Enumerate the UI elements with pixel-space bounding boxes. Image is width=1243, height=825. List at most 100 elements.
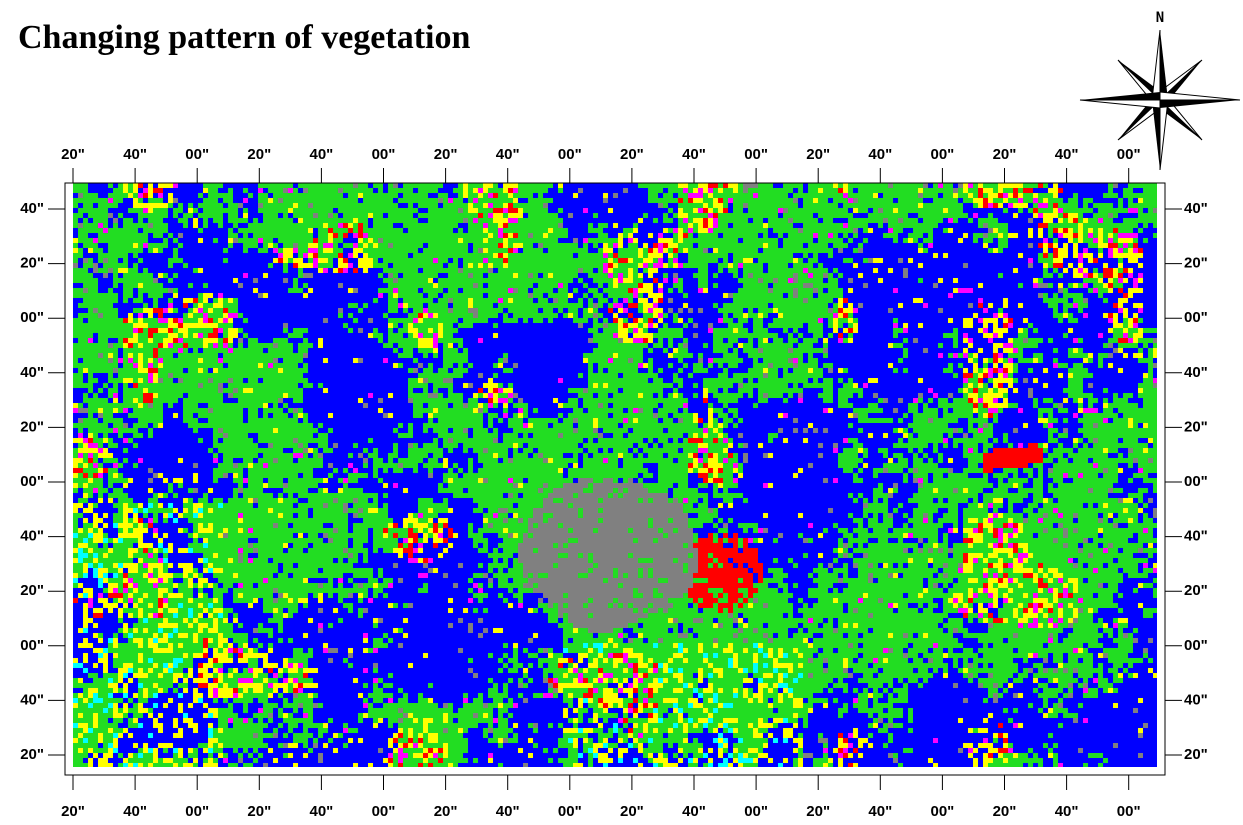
raster-cell [448,343,453,348]
raster-cell [73,378,83,383]
raster-cell [698,383,703,388]
raster-cell [163,363,223,368]
raster-cell [683,418,693,423]
raster-cell [703,418,708,423]
raster-cell [483,188,488,193]
raster-cell [1063,293,1083,298]
raster-cell [153,188,163,193]
raster-cell [1078,403,1083,408]
raster-cell [1028,328,1033,333]
raster-cell [818,338,823,343]
raster-cell [953,373,958,378]
raster-cell [1098,248,1103,253]
raster-cell [568,228,588,233]
raster-cell [203,383,218,388]
raster-cell [808,353,813,358]
raster-cell [723,208,728,213]
raster-cell [968,428,978,433]
raster-cell [213,368,218,373]
raster-cell [263,378,308,383]
raster-cell [848,278,853,283]
raster-cell [698,458,703,463]
raster-cell [878,403,908,408]
raster-cell [268,403,273,408]
raster-cell [858,323,893,328]
raster-cell [283,368,308,373]
raster-cell [713,413,718,418]
raster-cell [1148,368,1153,373]
raster-cell [1103,313,1108,318]
raster-cell [148,373,153,378]
raster-cell [548,248,588,253]
raster-cell [1093,463,1098,468]
raster-cell [933,398,938,403]
raster-cell [878,193,883,198]
raster-cell [1043,213,1058,218]
raster-cell [328,358,353,363]
raster-cell [753,308,758,313]
raster-cell [928,348,963,353]
raster-cell [993,413,998,418]
raster-cell [1048,228,1053,233]
raster-cell [458,268,463,273]
raster-cell [488,398,493,403]
raster-cell [648,298,653,303]
raster-cell [873,268,878,273]
raster-cell [923,188,953,193]
raster-cell [378,453,388,458]
raster-cell [933,228,943,233]
raster-cell [613,223,618,228]
raster-cell [368,223,373,228]
raster-cell [693,218,703,223]
raster-cell [108,448,123,453]
raster-cell [133,218,138,223]
raster-cell [848,328,853,333]
raster-cell [528,198,553,203]
raster-cell [143,188,148,193]
raster-cell [448,273,468,278]
raster-cell [858,243,863,248]
raster-cell [253,288,258,293]
raster-cell [248,208,258,213]
raster-cell [893,228,903,233]
raster-cell [258,408,263,413]
raster-cell [183,203,188,208]
raster-cell [463,263,468,268]
raster-cell [488,423,493,428]
raster-cell [508,313,513,318]
raster-cell [148,248,153,253]
raster-cell [93,308,98,313]
raster-cell [1053,228,1058,233]
raster-cell [353,223,358,228]
raster-cell [703,218,708,223]
raster-cell [858,418,893,423]
raster-cell [463,288,508,293]
raster-cell [968,338,973,343]
raster-cell [1033,328,1038,333]
raster-cell [88,188,113,193]
raster-cell [1103,363,1108,368]
raster-cell [813,378,818,383]
raster-cell [498,373,578,378]
raster-cell [88,218,93,223]
raster-cell [578,398,583,403]
raster-cell [863,393,873,398]
raster-cell [733,208,743,213]
raster-cell [78,463,83,468]
raster-cell [993,443,1008,448]
raster-cell [243,243,258,248]
raster-cell [393,183,398,188]
raster-cell [293,328,308,333]
raster-cell [153,303,158,308]
raster-cell [593,438,598,443]
raster-cell [1058,303,1063,308]
raster-cell [1053,293,1058,298]
raster-cell [1008,193,1013,198]
raster-cell [348,253,353,258]
raster-cell [1128,463,1133,468]
raster-cell [488,263,493,268]
raster-cell [788,338,798,343]
raster-cell [658,323,663,328]
raster-cell [533,318,543,323]
raster-cell [223,428,273,433]
